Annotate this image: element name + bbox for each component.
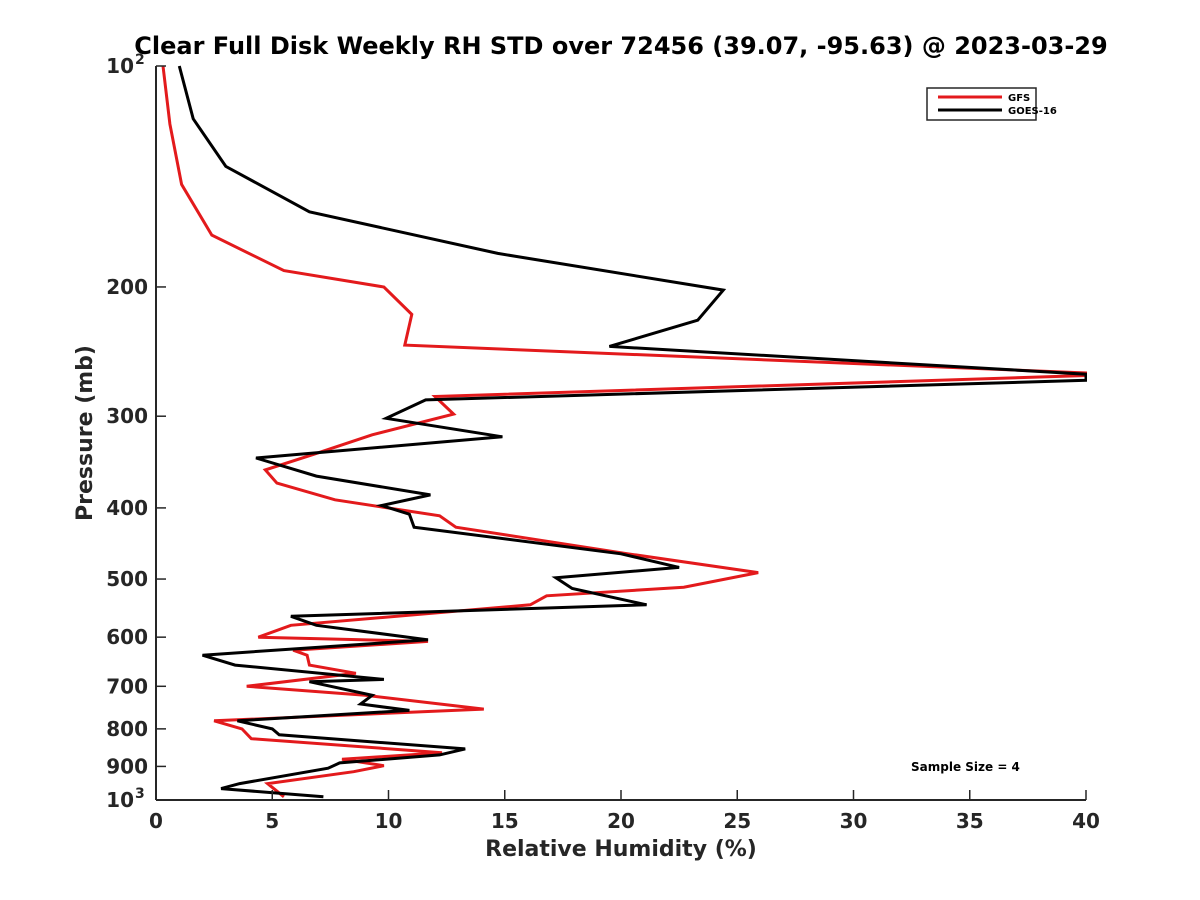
legend-label-goes16: GOES-16 <box>1008 106 1057 117</box>
x-tick-label: 40 <box>1072 809 1100 833</box>
series-line-gfs <box>161 65 1087 798</box>
y-tick-label: 10 <box>106 788 134 812</box>
legend-box <box>926 87 1037 121</box>
x-tick-label: 10 <box>375 809 403 833</box>
legend-label-gfs: GFS <box>1008 93 1030 104</box>
y-tick-label: 200 <box>106 275 148 299</box>
x-axis-ticks: 0 5 10 15 20 25 30 35 40 <box>149 790 1100 833</box>
x-tick-label: 20 <box>607 809 635 833</box>
y-tick-label-exponent: 3 <box>135 786 145 802</box>
y-tick-label: 700 <box>106 674 148 698</box>
series-line-goes16 <box>177 65 1087 799</box>
plot-area: 0 5 10 15 20 25 30 35 40 10 220030040050060070080… <box>106 52 1100 833</box>
y-tick-label: 600 <box>106 625 148 649</box>
x-tick-label: 0 <box>149 809 163 833</box>
y-axis-label: Pressure (mb) <box>73 345 98 521</box>
x-axis-label: Relative Humidity (%) <box>485 837 757 862</box>
x-tick-label: 5 <box>265 809 279 833</box>
x-tick-label: 35 <box>956 809 984 833</box>
y-tick-label: 500 <box>106 567 148 591</box>
sample-size-annotation: Sample Size = 4 <box>911 760 1020 774</box>
y-tick-label: 400 <box>106 496 148 520</box>
chart-title: Clear Full Disk Weekly RH STD over 72456… <box>134 32 1107 60</box>
y-tick-label-exponent: 2 <box>135 52 145 68</box>
y-tick-label: 10 <box>106 54 134 78</box>
x-tick-label: 15 <box>491 809 519 833</box>
series-layer <box>161 65 1087 799</box>
x-tick-label: 25 <box>723 809 751 833</box>
legend: GFS GOES-16 <box>926 87 1057 121</box>
y-tick-label: 800 <box>106 717 148 741</box>
y-tick-label: 900 <box>106 754 148 778</box>
x-tick-label: 30 <box>840 809 868 833</box>
y-tick-label: 300 <box>106 404 148 428</box>
